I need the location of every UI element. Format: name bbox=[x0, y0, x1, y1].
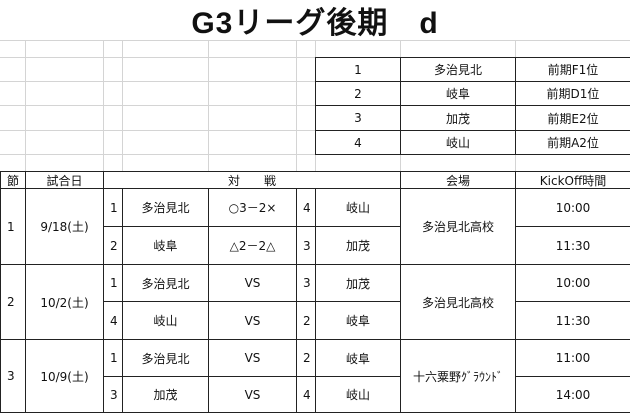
header-round[interactable]: 節 bbox=[0, 171, 26, 189]
home-team-cell[interactable]: 多治見北 bbox=[122, 264, 209, 302]
grid-line bbox=[296, 40, 297, 172]
round-number-cell[interactable]: 1 bbox=[0, 188, 26, 265]
away-number-cell[interactable]: 3 bbox=[296, 264, 316, 302]
team-name-cell[interactable]: 加茂 bbox=[400, 105, 516, 131]
team-number-cell[interactable]: 2 bbox=[315, 81, 401, 106]
result-cell[interactable]: VS bbox=[208, 264, 297, 302]
home-number-cell[interactable]: 4 bbox=[103, 301, 123, 340]
round-number-cell[interactable]: 3 bbox=[0, 339, 26, 413]
away-team-cell[interactable]: 岐阜 bbox=[315, 301, 401, 340]
away-team-cell[interactable]: 岐阜 bbox=[315, 339, 401, 377]
header-date[interactable]: 試合日 bbox=[25, 171, 104, 189]
header-kickoff[interactable]: KickOff時間 bbox=[515, 171, 630, 189]
team-seed-cell[interactable]: 前期F1位 bbox=[515, 57, 630, 82]
away-team-cell[interactable]: 加茂 bbox=[315, 264, 401, 302]
team-name-cell[interactable]: 岐山 bbox=[400, 130, 516, 155]
grid-line bbox=[0, 40, 630, 41]
venue-cell[interactable]: 多治見北高校 bbox=[400, 188, 516, 265]
round-number-cell[interactable]: 2 bbox=[0, 264, 26, 340]
away-team-cell[interactable]: 加茂 bbox=[315, 226, 401, 265]
header-venue[interactable]: 会場 bbox=[400, 171, 516, 189]
kickoff-cell[interactable]: 11:30 bbox=[515, 301, 630, 340]
result-cell[interactable]: VS bbox=[208, 301, 297, 340]
away-number-cell[interactable]: 2 bbox=[296, 301, 316, 340]
grid-line bbox=[103, 40, 104, 172]
home-team-cell[interactable]: 多治見北 bbox=[122, 188, 209, 227]
away-number-cell[interactable]: 2 bbox=[296, 339, 316, 377]
away-number-cell[interactable]: 4 bbox=[296, 188, 316, 227]
kickoff-cell[interactable]: 10:00 bbox=[515, 264, 630, 302]
grid-line bbox=[122, 40, 123, 172]
grid-line bbox=[25, 40, 26, 172]
sheet-title: G3リーグ後期 d bbox=[191, 7, 439, 40]
home-team-cell[interactable]: 岐阜 bbox=[122, 226, 209, 265]
result-cell[interactable]: VS bbox=[208, 376, 297, 413]
team-seed-cell[interactable]: 前期A2位 bbox=[515, 130, 630, 155]
team-number-cell[interactable]: 1 bbox=[315, 57, 401, 82]
team-seed-cell[interactable]: 前期E2位 bbox=[515, 105, 630, 131]
home-number-cell[interactable]: 1 bbox=[103, 264, 123, 302]
home-number-cell[interactable]: 1 bbox=[103, 339, 123, 377]
home-number-cell[interactable]: 1 bbox=[103, 188, 123, 227]
team-number-cell[interactable]: 3 bbox=[315, 105, 401, 131]
venue-cell[interactable]: 十六粟野ｸﾞﾗｳﾝﾄﾞ bbox=[400, 339, 516, 413]
match-date-cell[interactable]: 10/2(土) bbox=[25, 264, 104, 340]
home-team-cell[interactable]: 加茂 bbox=[122, 376, 209, 413]
venue-cell[interactable]: 多治見北高校 bbox=[400, 264, 516, 340]
team-number-cell[interactable]: 4 bbox=[315, 130, 401, 155]
away-team-cell[interactable]: 岐山 bbox=[315, 188, 401, 227]
grid-line bbox=[208, 40, 209, 172]
team-name-cell[interactable]: 多治見北 bbox=[400, 57, 516, 82]
team-name-cell[interactable]: 岐阜 bbox=[400, 81, 516, 106]
away-number-cell[interactable]: 4 bbox=[296, 376, 316, 413]
result-cell[interactable]: VS bbox=[208, 339, 297, 377]
away-number-cell[interactable]: 3 bbox=[296, 226, 316, 265]
match-date-cell[interactable]: 10/9(土) bbox=[25, 339, 104, 413]
home-number-cell[interactable]: 3 bbox=[103, 376, 123, 413]
match-date-cell[interactable]: 9/18(土) bbox=[25, 188, 104, 265]
result-cell[interactable]: ○3－2× bbox=[208, 188, 297, 227]
kickoff-cell[interactable]: 11:00 bbox=[515, 339, 630, 377]
home-team-cell[interactable]: 岐山 bbox=[122, 301, 209, 340]
home-team-cell[interactable]: 多治見北 bbox=[122, 339, 209, 377]
kickoff-cell[interactable]: 11:30 bbox=[515, 226, 630, 265]
kickoff-cell[interactable]: 14:00 bbox=[515, 376, 630, 413]
away-team-cell[interactable]: 岐山 bbox=[315, 376, 401, 413]
kickoff-cell[interactable]: 10:00 bbox=[515, 188, 630, 227]
home-number-cell[interactable]: 2 bbox=[103, 226, 123, 265]
header-match[interactable]: 対 戦 bbox=[103, 171, 401, 189]
team-seed-cell[interactable]: 前期D1位 bbox=[515, 81, 630, 106]
result-cell[interactable]: △2－2△ bbox=[208, 226, 297, 265]
